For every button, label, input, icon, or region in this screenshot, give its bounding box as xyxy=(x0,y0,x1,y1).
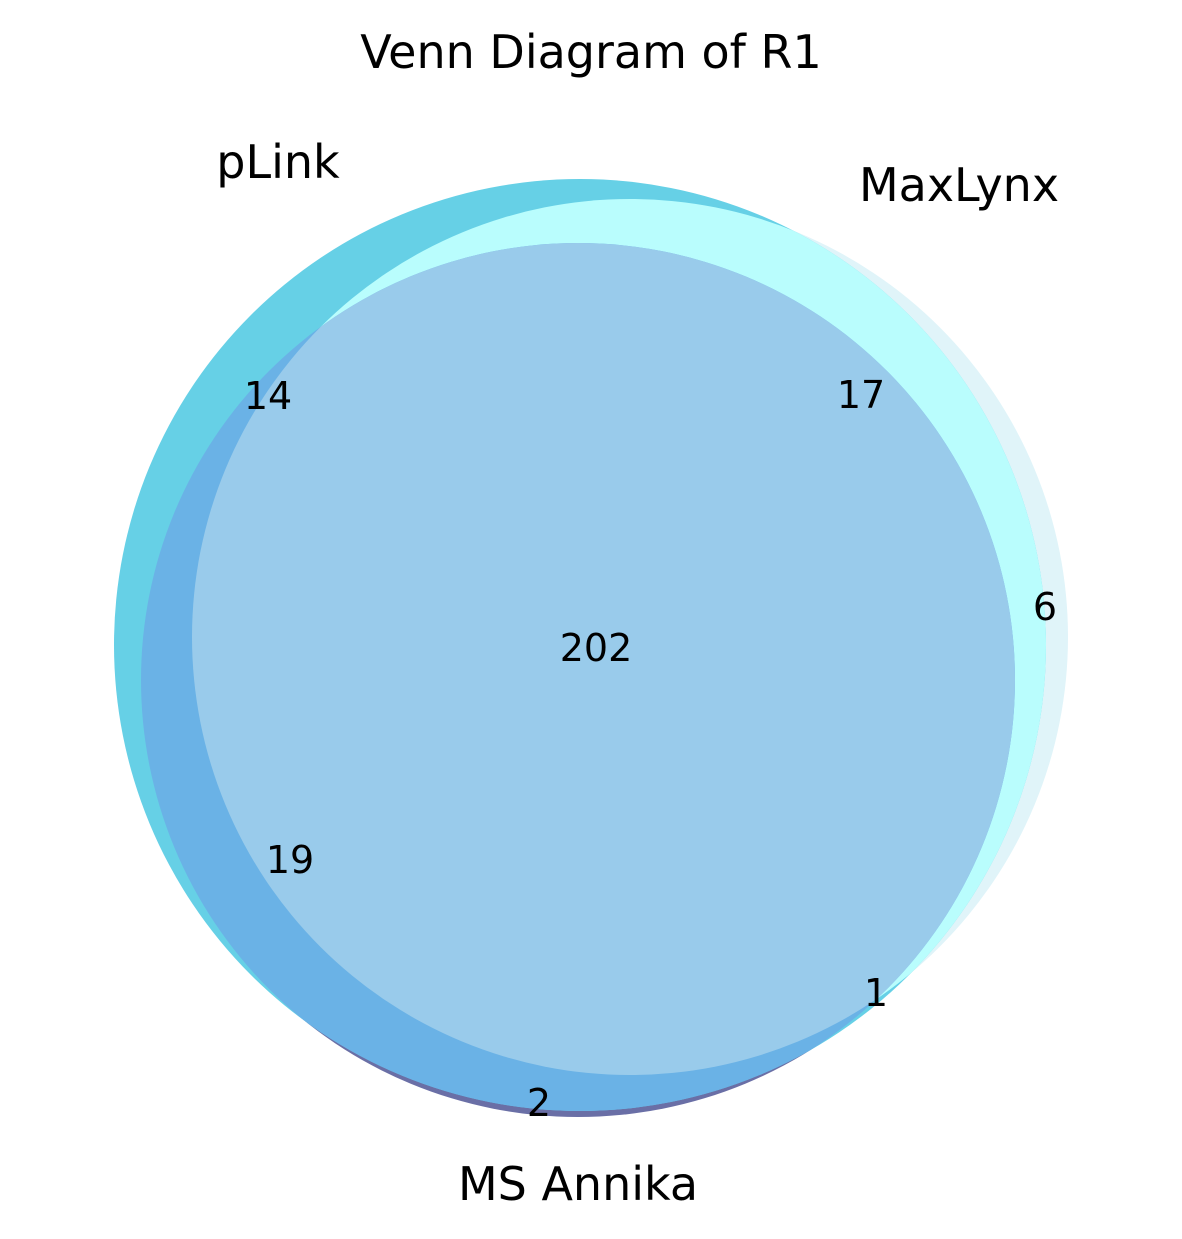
count-maxlynx-msannika: 1 xyxy=(864,971,888,1015)
count-plink-only: 14 xyxy=(244,374,292,418)
count-plink-msannika: 19 xyxy=(266,838,314,882)
count-all-three: 202 xyxy=(560,626,633,670)
diagram-title: Venn Diagram of R1 xyxy=(360,25,821,79)
set-label-msannika: MS Annika xyxy=(458,1157,698,1211)
venn-region-all-three xyxy=(192,243,1015,1075)
set-label-maxlynx: MaxLynx xyxy=(859,158,1059,212)
count-plink-maxlynx: 17 xyxy=(837,373,885,417)
count-maxlynx-only: 6 xyxy=(1033,585,1057,629)
set-label-plink: pLink xyxy=(216,135,340,189)
count-msannika-only: 2 xyxy=(527,1081,551,1125)
